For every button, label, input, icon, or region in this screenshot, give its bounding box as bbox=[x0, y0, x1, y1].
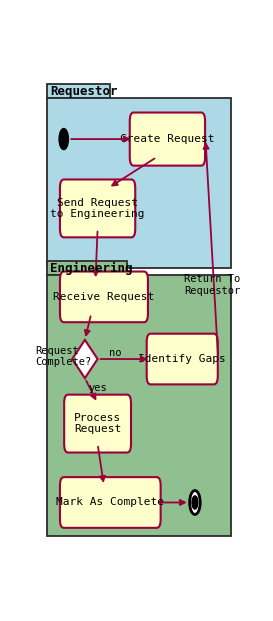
Text: Process
Request: Process Request bbox=[74, 413, 121, 434]
Text: Identify Gaps: Identify Gaps bbox=[138, 354, 226, 364]
Text: Create Request: Create Request bbox=[120, 134, 215, 144]
Circle shape bbox=[192, 496, 198, 509]
FancyBboxPatch shape bbox=[60, 477, 161, 528]
Polygon shape bbox=[72, 340, 98, 378]
FancyBboxPatch shape bbox=[47, 84, 110, 98]
Text: Request
Complete?: Request Complete? bbox=[35, 346, 91, 368]
Text: yes: yes bbox=[88, 383, 107, 392]
FancyBboxPatch shape bbox=[147, 333, 218, 384]
FancyBboxPatch shape bbox=[60, 271, 148, 322]
Circle shape bbox=[59, 129, 69, 150]
Text: Send Request
to Engineering: Send Request to Engineering bbox=[50, 197, 145, 219]
FancyBboxPatch shape bbox=[130, 112, 205, 166]
Text: Engineering: Engineering bbox=[50, 261, 132, 274]
FancyBboxPatch shape bbox=[47, 275, 231, 536]
Text: Requestor: Requestor bbox=[50, 84, 117, 97]
FancyBboxPatch shape bbox=[47, 98, 231, 268]
Text: Mark As Complete: Mark As Complete bbox=[56, 497, 164, 507]
Text: Receive Request: Receive Request bbox=[53, 292, 155, 302]
FancyBboxPatch shape bbox=[47, 261, 127, 275]
Text: Return To
Requestor: Return To Requestor bbox=[184, 274, 241, 296]
Text: no: no bbox=[109, 348, 122, 358]
FancyBboxPatch shape bbox=[60, 179, 135, 237]
FancyBboxPatch shape bbox=[64, 395, 131, 453]
Circle shape bbox=[190, 491, 200, 514]
